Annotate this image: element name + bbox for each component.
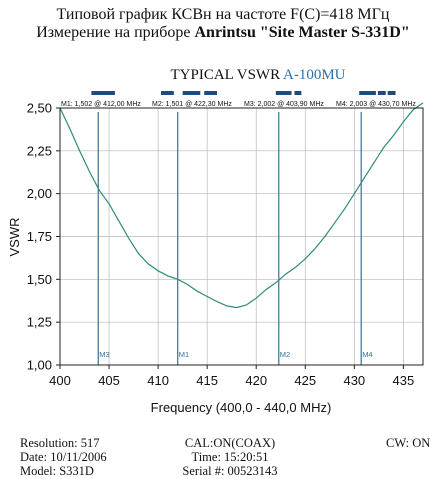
marker-label: M2: [280, 350, 290, 359]
y-tick-label: 2,25: [27, 143, 52, 158]
y-tick-label: 1,50: [27, 272, 52, 287]
x-tick-label: 405: [98, 373, 120, 388]
x-tick-label: 430: [343, 373, 365, 388]
marker-label: M4: [362, 350, 372, 359]
x-tick-label: 400: [49, 373, 71, 388]
band-segment: [204, 91, 217, 95]
x-tick-label: 435: [393, 373, 415, 388]
marker-readout: M2: 1,501 @ 422,30 MHz: [152, 101, 232, 108]
model-text: Model: S331D: [20, 464, 94, 478]
x-tick-label: 425: [294, 373, 316, 388]
y-tick-label: 1,25: [27, 315, 52, 330]
time-text: Time: 15:20:51: [191, 450, 269, 464]
marker-label: M1: [179, 350, 189, 359]
y-axis-label: VSWR: [7, 218, 22, 257]
serial-text: Serial #: 00523143: [182, 464, 278, 478]
date-text: Date: 10/11/2006: [20, 450, 107, 464]
band-segment: [161, 91, 174, 95]
chart-title-model: A-100MU: [283, 67, 346, 83]
marker-readout: M1: 1,502 @ 412,00 MHz: [61, 101, 141, 108]
x-tick-label: 415: [196, 373, 218, 388]
chart-title-main: TYPICAL VSWR: [170, 67, 283, 83]
header-line2-prefix: Измерение на приборе: [36, 24, 195, 41]
header-title-line2: Измерение на приборе Anrintsu "Site Mast…: [0, 24, 446, 42]
y-tick-label: 1,00: [27, 358, 52, 373]
y-tick-label: 2,00: [27, 186, 52, 201]
band-segment: [275, 91, 292, 95]
y-tick-label: 1,75: [27, 229, 52, 244]
marker-label: M3: [99, 350, 109, 359]
chart-title: TYPICAL VSWR A-100MU: [170, 67, 345, 83]
band-segment: [294, 91, 302, 95]
y-tick-label: 2,50: [27, 101, 52, 116]
vswr-curve: [59, 102, 424, 309]
band-segment: [91, 91, 115, 95]
x-axis-label: Frequency (400,0 - 440,0 MHz): [151, 400, 332, 415]
header-device-name: Anrintsu "Site Master S-331D": [194, 24, 410, 41]
cal-text: CAL:ON(COAX): [184, 436, 276, 450]
x-tick-label: 410: [147, 373, 169, 388]
band-segment: [377, 91, 386, 95]
band-segment: [387, 91, 396, 95]
cw-text: CW: ON: [386, 436, 431, 450]
vswr-chart: TYPICAL VSWR A-100MU M1 M2 M3 M4 M1: 1,502 …: [7, 67, 424, 415]
marker-readout: M4: 2,003 @ 430,70 MHz: [336, 101, 416, 108]
x-tick-label: 420: [245, 373, 267, 388]
header-title-line1: Типовой график КСВн на частоте F(C)=418 …: [56, 6, 390, 23]
marker-readout: M3: 2,002 @ 403,90 MHz: [244, 101, 324, 108]
band-segment: [182, 91, 201, 95]
resolution-text: Resolution: 517: [20, 436, 100, 450]
band-segment: [359, 91, 376, 95]
